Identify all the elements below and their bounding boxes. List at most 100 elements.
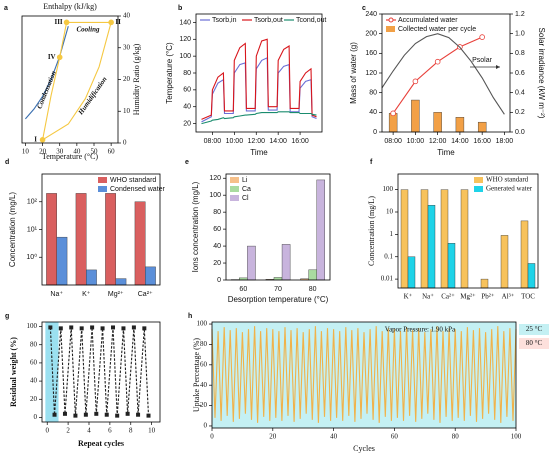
panel: h 0 20 40 60 80 100 0 20 40 60 80 100 Cycles Uptake Pe… [188,313,549,453]
x-axis-label: Temperature (°C) [42,152,99,161]
y-tick-label: 10⁰ [26,253,37,261]
x-tick-label: 60 [391,433,399,441]
annotation: Psolar [472,57,493,64]
x-axis-label: Cycles [353,444,375,453]
x-tick-label: 20 [269,433,277,441]
y-tick-label: 80 [30,340,38,348]
y-tick-label: 0.1 [384,252,393,260]
y-tick-label: 60 [200,360,208,368]
x-tick-label: Ca²⁺ [138,291,153,298]
bar [115,278,127,286]
point-label: I [34,135,37,143]
bar [46,193,57,286]
plot-frame [211,321,517,429]
legend-label: Collected water per cycle [398,26,476,33]
panel-letter: f [370,159,373,166]
y-tick-label: 0.2 [515,109,525,116]
annotation: Cooling [77,26,100,34]
legend-label: Accumulated water [398,17,458,24]
legend-label: WHO standard [110,177,156,184]
y-tick-label: 40 [123,12,131,20]
y-tick-label: 100 [179,53,191,60]
marker [115,413,120,418]
bar [411,99,420,133]
marker [56,54,63,61]
legend-swatch [386,26,395,32]
marker [69,325,74,330]
x-tick-label: 14:00 [451,138,469,145]
marker [94,411,99,416]
y-tick-label: 20 [30,395,38,403]
series-line [392,36,483,114]
x-axis-label: Time [437,148,455,157]
y-tick-label: 0 [373,129,377,136]
y-tick-label: 20 [183,120,191,127]
y-tick-label: 0 [123,139,127,147]
panel: d 10⁰ 10¹ 10² Na⁺ K⁺ Mg²⁺ Ca²⁺ Concentration (mg… [5,159,166,298]
plot-frame [397,173,539,289]
bar [400,189,409,289]
x-tick-label: 18:00 [496,138,514,145]
x-tick-label: 0 [210,433,214,441]
x-tick-label: 4 [87,427,91,435]
y-tick-label: 80 [213,209,221,216]
bar [247,245,256,281]
legend-swatch [519,324,549,335]
y-axis-label: Concentration (mg/L) [367,196,376,266]
annotation: Condensation [35,70,57,110]
panel-letter: d [5,159,9,166]
x-tick-label: 0 [45,427,49,435]
y-tick-label: 160 [365,50,377,57]
marker [146,413,151,418]
marker [390,110,396,117]
x-tick-label: 16:00 [473,138,491,145]
x-tick-label: 20 [39,148,47,156]
marker [62,411,67,416]
series-line [201,38,317,120]
panel-letter: e [185,159,189,166]
marker [52,412,57,417]
marker [111,325,116,330]
marker [83,412,88,417]
y-tick-label: 40 [200,381,208,389]
bar [520,220,529,289]
x-tick-label: Na⁺ [50,291,63,298]
panel: c 08:00 10:00 12:00 14:00 16:00 18:00 0 40 80 120 1… [349,5,546,157]
plot-frame [195,13,323,133]
y-tick-label: 0.01 [381,275,394,283]
x-tick-label: 12:00 [247,138,265,145]
y-axis-label: Humidity Ratio (g/kg) [132,43,141,115]
legend-label: Li [242,177,248,184]
y-tick-label: 20 [123,75,131,83]
x-tick-label: 2 [66,427,70,435]
axis-title: Enthalpy (kJ/kg) [43,2,97,11]
plot-frame [41,321,161,423]
y-axis-label: Concentration (mg/L) [8,192,17,267]
marker [39,137,46,143]
y-tick-label: 10¹ [27,226,38,233]
y-tick-label: 0.4 [515,90,525,97]
panel-letter: b [178,5,182,12]
bar [145,266,156,286]
y-tick-label: 0 [204,422,208,430]
legend-label: WHO standard [486,176,529,184]
x-tick-label: 60 [239,286,247,293]
y-tick-label: 120 [365,70,377,77]
marker [136,412,141,417]
marker [131,325,136,330]
plot-frame [21,15,119,144]
x-tick-label: 14:00 [269,138,287,145]
marker [58,326,63,331]
y-tick-label: 240 [365,11,377,18]
x-tick-label: Ca²⁺ [441,293,455,301]
x-tick-label: 80 [309,286,317,293]
marker [63,19,70,26]
y-tick-label: 100 [27,322,38,330]
legend-marker [388,17,394,23]
marker [121,326,126,331]
x-tick-label: 10 [148,427,156,435]
bar [480,278,489,289]
x-tick-label: 08:00 [204,138,222,145]
series-line [211,326,517,423]
